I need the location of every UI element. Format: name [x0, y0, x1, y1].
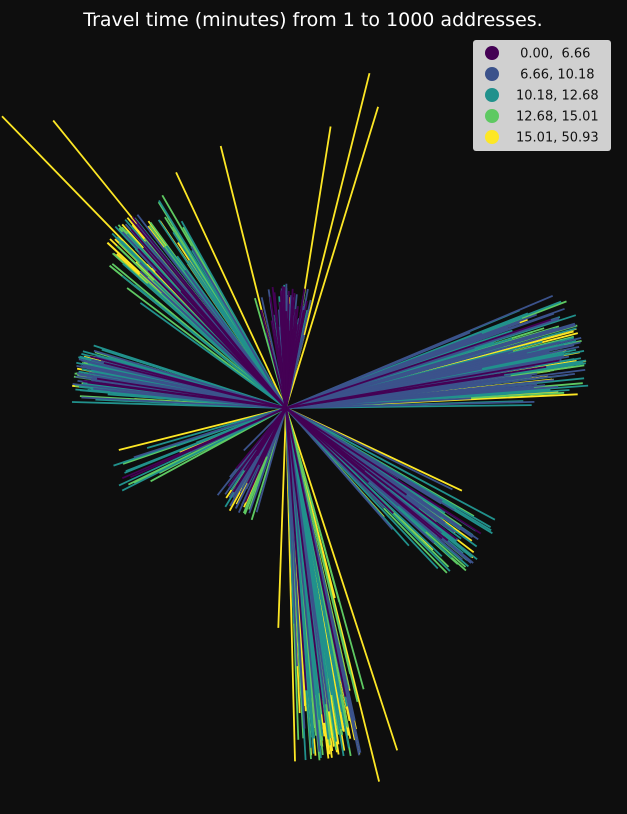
legend: 0.00, 6.66 6.66, 10.18 10.18, 12.68 12.68,…	[473, 40, 611, 151]
travel-line-771	[190, 245, 287, 409]
legend-marker-0	[485, 46, 499, 60]
travel-line-972	[147, 270, 287, 409]
travel-line-797	[93, 349, 287, 409]
travel-line-802	[87, 365, 287, 409]
legend-label-4: 15.01, 50.93	[516, 131, 599, 146]
travel-line-235	[118, 407, 287, 451]
travel-line-1006	[258, 407, 287, 466]
travel-line-246	[277, 407, 287, 628]
travel-line-1009	[130, 407, 287, 479]
travel-line-995	[285, 407, 308, 691]
travel-line-856	[285, 326, 509, 409]
travel-line-892	[285, 407, 394, 530]
travel-line-980	[87, 381, 287, 409]
travel-line-855	[285, 386, 506, 409]
travel-line-850	[285, 401, 535, 409]
travel-line-838	[285, 342, 512, 409]
travel-line-424	[285, 407, 359, 703]
travel-line-482	[139, 302, 287, 409]
travel-line-779	[139, 270, 287, 409]
legend-marker-4	[485, 130, 499, 144]
travel-line-957	[270, 320, 287, 409]
travel-line-986	[285, 407, 482, 535]
travel-line-496	[157, 219, 287, 409]
travel-line-951	[271, 286, 287, 409]
legend-label-1: 6.66, 10.18	[516, 68, 595, 83]
travel-line-849	[285, 294, 554, 409]
travel-line-839	[285, 337, 582, 409]
travel-line-637	[285, 407, 496, 521]
travel-line-437	[285, 407, 365, 690]
travel-line-964	[285, 290, 290, 409]
travel-line-713	[121, 407, 287, 492]
travel-line-978	[103, 362, 287, 409]
travel-line-931	[133, 407, 287, 459]
legend-marker-3	[485, 109, 499, 123]
travel-line-966	[278, 301, 287, 409]
legend-label-2: 10.18, 12.68	[516, 89, 599, 104]
travel-line-996	[285, 407, 326, 723]
travel-line-961	[260, 309, 287, 409]
travel-line-987	[285, 407, 394, 514]
travel-line-1001	[235, 407, 287, 470]
legend-label-0: 0.00, 6.66	[516, 47, 590, 62]
legend-box	[473, 40, 611, 151]
legend-marker-2	[485, 88, 499, 102]
travel-line-238	[285, 106, 379, 409]
travel-line-975	[131, 229, 287, 409]
legend-marker-1	[485, 67, 499, 81]
travel-line-859	[285, 407, 453, 491]
travel-line-243	[175, 172, 287, 409]
travel-line-1007	[243, 407, 287, 471]
travel-line-970	[130, 219, 287, 409]
travel-line-800	[81, 396, 287, 409]
travel-line-981	[285, 318, 552, 409]
legend-label-3: 12.68, 15.01	[516, 110, 599, 125]
travel-line-485	[122, 263, 287, 409]
travel-line-984	[285, 359, 560, 409]
travel-line-915	[255, 407, 287, 513]
travel-line-967	[285, 329, 302, 409]
travel-line-994	[285, 407, 347, 697]
travel-line-851	[285, 344, 575, 409]
travel-line-925	[243, 407, 287, 452]
travel-line-844	[285, 373, 576, 409]
travel-lines	[1, 72, 589, 782]
travel-line-504	[121, 275, 287, 409]
travel-line-993	[285, 407, 443, 540]
travel-line-903	[285, 407, 321, 752]
chart-title: Travel time (minutes) from 1 to 1000 add…	[82, 9, 542, 31]
travel-line-902	[285, 407, 330, 712]
travel-line-695	[285, 407, 343, 712]
travel-line-245	[285, 407, 399, 751]
